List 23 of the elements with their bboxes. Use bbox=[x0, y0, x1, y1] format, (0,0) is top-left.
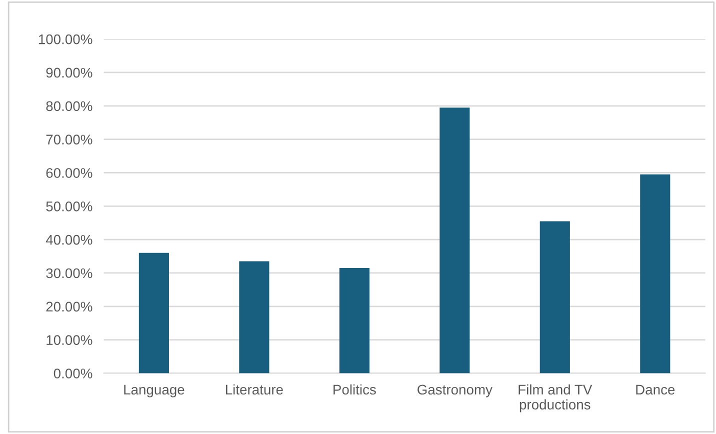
y-tick-label: 40.00% bbox=[46, 234, 92, 245]
x-tick-label: Language bbox=[124, 384, 184, 398]
y-tick-label: 30.00% bbox=[46, 268, 92, 278]
bar bbox=[339, 268, 370, 374]
y-tick-label: 90.00% bbox=[46, 68, 92, 78]
y-tick-label: 50.00% bbox=[46, 201, 92, 212]
y-tick-label: 60.00% bbox=[46, 168, 92, 178]
y-tick-label: 10.00% bbox=[46, 335, 92, 345]
x-tick-label: Literature bbox=[226, 384, 283, 395]
y-tick-label: 80.00% bbox=[46, 101, 92, 112]
x-tick-label: Dance bbox=[636, 384, 675, 395]
y-tick-label: 70.00% bbox=[46, 134, 92, 144]
x-tick-label: Politics bbox=[334, 384, 376, 395]
x-tick-label: Film and TV productions bbox=[518, 384, 592, 412]
y-tick-label: 20.00% bbox=[46, 302, 92, 312]
bar bbox=[440, 108, 470, 374]
y-tick-label: 100.00% bbox=[38, 34, 92, 44]
x-tick-label: Gastronomy bbox=[418, 384, 492, 398]
bar bbox=[138, 252, 169, 374]
bar bbox=[540, 221, 570, 374]
bar bbox=[640, 174, 670, 374]
y-tick-label: 0.00% bbox=[54, 368, 92, 378]
bar bbox=[239, 261, 270, 374]
